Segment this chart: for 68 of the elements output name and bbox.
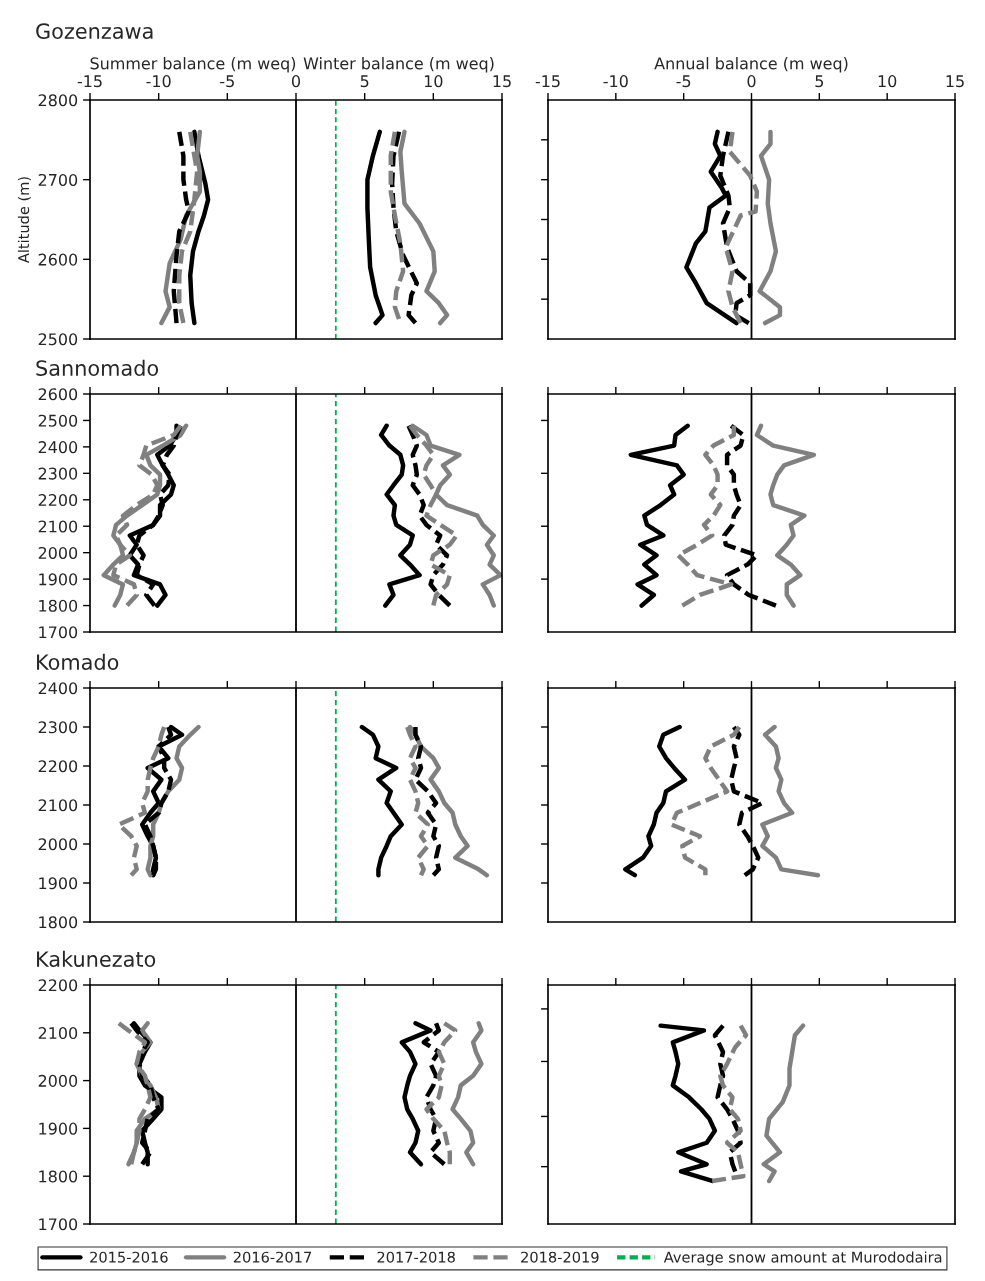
line-series: [398, 129, 450, 326]
x-tick-label: 15: [946, 75, 964, 88]
x-tick-label: -15: [77, 75, 102, 88]
chart-title: Kakunezato: [37, 950, 156, 967]
legend-label: 2018-2019: [521, 1251, 599, 1263]
y-tick-label: 2100: [38, 1027, 78, 1040]
y-tick-label: 2600: [38, 253, 78, 266]
y-tick-label: 1700: [39, 626, 78, 639]
line-series: [399, 1021, 433, 1167]
legend-label: 2017-2018: [377, 1251, 455, 1263]
y-tick-label: 2000: [38, 1074, 78, 1087]
y-tick-label: 2800: [38, 94, 78, 107]
x-tick-label: 10: [878, 75, 897, 88]
x-tick-label: 0: [291, 75, 301, 88]
line-series: [421, 1021, 447, 1167]
y-tick-label: 1800: [39, 1170, 78, 1183]
line-series: [101, 423, 189, 608]
line-series: [413, 724, 442, 878]
y-tick-label: 2700: [38, 173, 78, 186]
x-tick-label: 5: [815, 75, 824, 88]
line-series: [359, 724, 404, 878]
legend-label: 2016-2017: [233, 1251, 312, 1263]
chart-title: Gozenzawa: [36, 23, 153, 39]
x-tick-label: 5: [360, 75, 369, 88]
y-tick-label: 2500: [38, 333, 78, 346]
y-tick-label: 2100: [38, 520, 78, 533]
x-axis-title: Summer balance (m weq): [90, 57, 296, 73]
line-series: [116, 724, 167, 878]
line-series: [388, 129, 406, 322]
y-tick-label: 2200: [38, 493, 78, 507]
line-series: [365, 129, 385, 326]
y-tick-label: 2300: [38, 467, 78, 480]
chart-title: Komado: [37, 653, 119, 670]
chart-title: Sannomado: [36, 359, 159, 376]
line-series: [378, 423, 422, 608]
legend-label: 2015-2016: [90, 1251, 168, 1263]
y-axis-title: Altitude (m): [17, 177, 31, 263]
y-tick-label: 1800: [39, 599, 78, 612]
y-tick-label: 1900: [39, 877, 78, 890]
line-series: [424, 1021, 458, 1167]
line-series: [389, 129, 420, 326]
x-tick-label: 10: [424, 75, 443, 88]
x-axis-title: Annual balance (m weq): [654, 57, 848, 73]
y-tick-label: 2200: [38, 979, 78, 992]
y-tick-label: 2600: [38, 388, 78, 401]
y-tick-label: 2400: [38, 441, 78, 454]
line-series: [171, 129, 192, 326]
y-tick-label: 1900: [39, 1122, 78, 1135]
x-tick-label: 0: [747, 75, 756, 88]
text: Winter balance (m weq): [303, 57, 494, 73]
x-tick-label: -5: [676, 75, 691, 88]
y-tick-label: 2300: [38, 721, 78, 734]
y-tick-label: 1700: [39, 1218, 78, 1231]
y-tick-label: 2400: [38, 682, 78, 695]
y-tick-label: 1900: [39, 573, 78, 586]
x-tick-label: -10: [146, 75, 171, 88]
x-tick-label: 15: [493, 75, 511, 88]
x-tick-label: -10: [603, 75, 628, 88]
x-tick-label: -5: [220, 75, 234, 88]
x-tick-label: -15: [535, 75, 560, 88]
legend-label: Average snow amount at Murododaira: [663, 1251, 942, 1266]
y-tick-label: 2200: [38, 760, 78, 773]
y-tick-label: 2100: [38, 799, 78, 812]
y-tick-label: 1800: [39, 916, 78, 929]
line-series: [450, 1021, 484, 1167]
y-tick-label: 2000: [38, 838, 78, 851]
y-tick-label: 2000: [38, 546, 78, 559]
y-tick-label: 2500: [38, 414, 78, 427]
